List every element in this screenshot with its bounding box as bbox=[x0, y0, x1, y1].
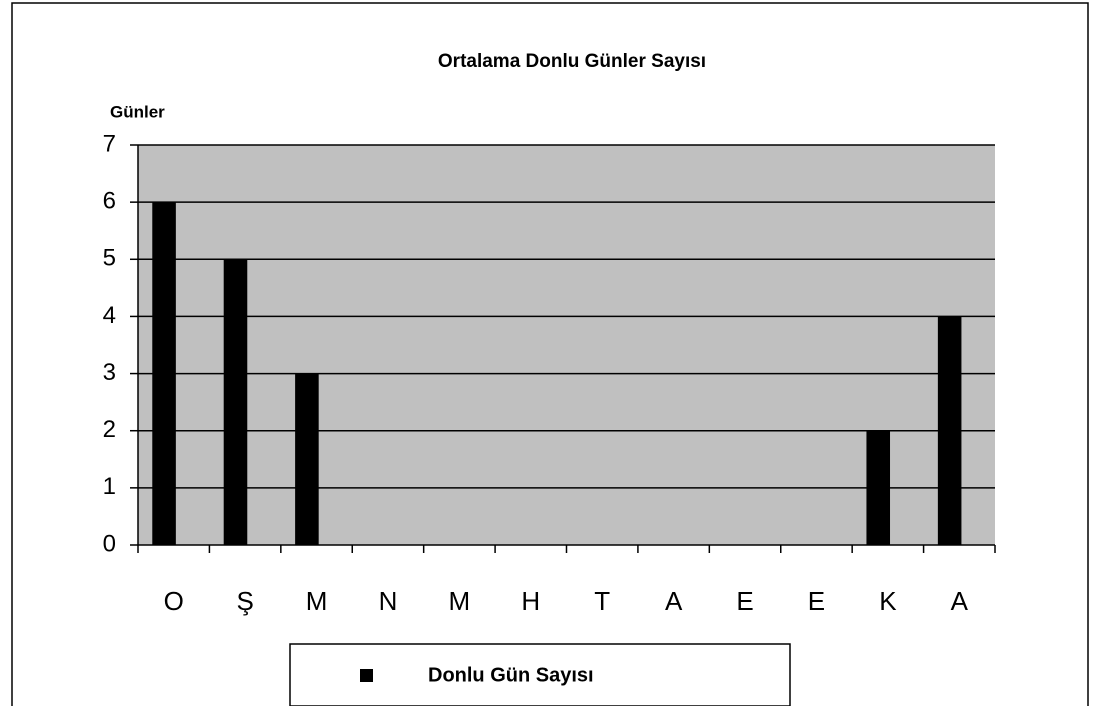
bar bbox=[937, 316, 962, 545]
bar bbox=[223, 259, 248, 545]
y-tick-label: 5 bbox=[103, 245, 116, 272]
chart-title: Ortalama Donlu Günler Sayısı bbox=[438, 51, 706, 72]
x-tick-label: K bbox=[879, 586, 897, 616]
x-tick-label: Ş bbox=[236, 586, 253, 616]
bar bbox=[152, 202, 176, 545]
y-tick-label: 6 bbox=[103, 187, 116, 214]
legend-label: Donlu Gün Sayısı bbox=[428, 664, 594, 686]
y-axis-label: Günler bbox=[110, 102, 165, 121]
x-tick-label: A bbox=[951, 586, 969, 616]
legend-swatch bbox=[360, 669, 373, 682]
y-tick-label: 7 bbox=[103, 130, 116, 157]
x-tick-label: E bbox=[736, 586, 753, 616]
x-tick-label: T bbox=[594, 586, 610, 616]
x-tick-label: H bbox=[521, 586, 540, 616]
y-tick-label: 0 bbox=[103, 530, 116, 557]
x-tick-label: O bbox=[164, 586, 184, 616]
y-tick-label: 4 bbox=[103, 302, 116, 329]
bar bbox=[295, 373, 319, 545]
x-tick-label: M bbox=[449, 586, 471, 616]
y-tick-label: 3 bbox=[103, 359, 116, 386]
x-tick-label: E bbox=[808, 586, 825, 616]
bar bbox=[866, 430, 891, 545]
x-tick-label: M bbox=[306, 586, 328, 616]
y-tick-label: 1 bbox=[103, 473, 116, 500]
plot-area bbox=[138, 145, 995, 545]
legend-box bbox=[289, 643, 791, 706]
x-tick-label: A bbox=[665, 586, 683, 616]
y-tick-label: 2 bbox=[103, 416, 116, 443]
x-tick-label: N bbox=[379, 586, 398, 616]
